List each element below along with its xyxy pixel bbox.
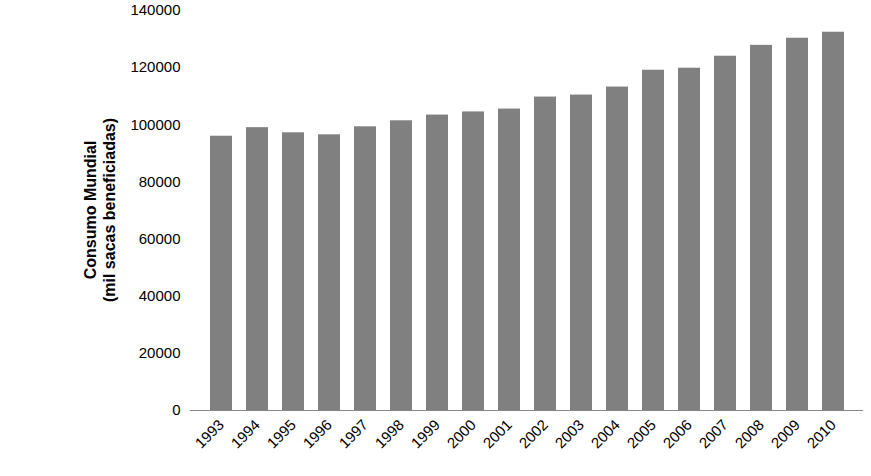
svg-text:2001: 2001: [479, 416, 515, 452]
svg-text:0: 0: [172, 401, 180, 418]
svg-text:2002: 2002: [515, 416, 551, 452]
svg-text:2009: 2009: [767, 416, 803, 452]
svg-text:2006: 2006: [659, 416, 695, 452]
svg-text:60000: 60000: [139, 230, 181, 247]
svg-text:1999: 1999: [407, 416, 443, 452]
svg-text:1994: 1994: [227, 416, 263, 452]
svg-text:1996: 1996: [299, 416, 335, 452]
html-text:Consumo Mundial (mil sacas ben: Consumo Mundial (mil sacas beneficiadas): [81, 118, 118, 302]
svg-text:2005: 2005: [623, 416, 659, 452]
svg-text:2008: 2008: [731, 416, 767, 452]
svg-text:1998: 1998: [371, 416, 407, 452]
svg-text:2007: 2007: [695, 416, 731, 452]
svg-text:2003: 2003: [551, 416, 587, 452]
svg-text:2000: 2000: [443, 416, 479, 452]
svg-text:20000: 20000: [139, 344, 181, 361]
svg-text:100000: 100000: [130, 116, 180, 133]
svg-text:1997: 1997: [335, 416, 371, 452]
svg-text:1995: 1995: [263, 416, 299, 452]
svg-text:140000: 140000: [130, 1, 180, 18]
svg-text:120000: 120000: [130, 58, 180, 75]
svg-text:2004: 2004: [587, 416, 623, 452]
svg-text:80000: 80000: [139, 173, 181, 190]
svg-text:40000: 40000: [139, 287, 181, 304]
svg-text:2010: 2010: [803, 416, 839, 452]
svg-text:1993: 1993: [191, 416, 227, 452]
